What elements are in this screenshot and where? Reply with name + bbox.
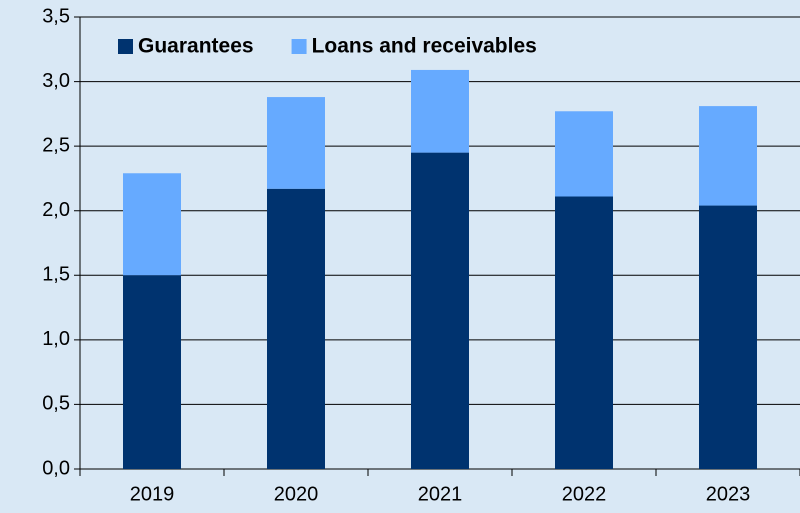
bar-segment — [123, 173, 181, 276]
x-tick-label: 2019 — [130, 483, 175, 505]
x-tick-label: 2020 — [274, 483, 319, 505]
y-tick-label: 2,0 — [42, 199, 70, 221]
y-tick-label: 3,5 — [42, 5, 70, 27]
bar-segment — [411, 152, 469, 469]
bar-segment — [123, 275, 181, 469]
y-tick-label: 1,5 — [42, 264, 70, 286]
legend-label: Guarantees — [138, 35, 254, 58]
y-tick-label: 0,5 — [42, 393, 70, 415]
bar-segment — [411, 69, 469, 153]
x-tick-label: 2023 — [706, 483, 751, 505]
x-tick-label: 2021 — [418, 483, 463, 505]
legend-swatch — [118, 39, 133, 54]
legend-label: Loans and receivables — [312, 35, 537, 58]
bar-segment — [699, 205, 757, 469]
y-tick-label: 2,5 — [42, 134, 70, 156]
legend-swatch — [291, 39, 307, 54]
bar-segment — [267, 188, 325, 469]
y-tick-label: 3,0 — [42, 70, 70, 92]
x-tick-label: 2022 — [562, 483, 607, 505]
bar-segment — [267, 97, 325, 189]
y-tick-label: 1,0 — [42, 328, 70, 350]
bar-segment — [555, 111, 613, 197]
y-tick-label: 0,0 — [42, 457, 70, 479]
bar-segment — [699, 106, 757, 206]
bar-segment — [555, 196, 613, 469]
